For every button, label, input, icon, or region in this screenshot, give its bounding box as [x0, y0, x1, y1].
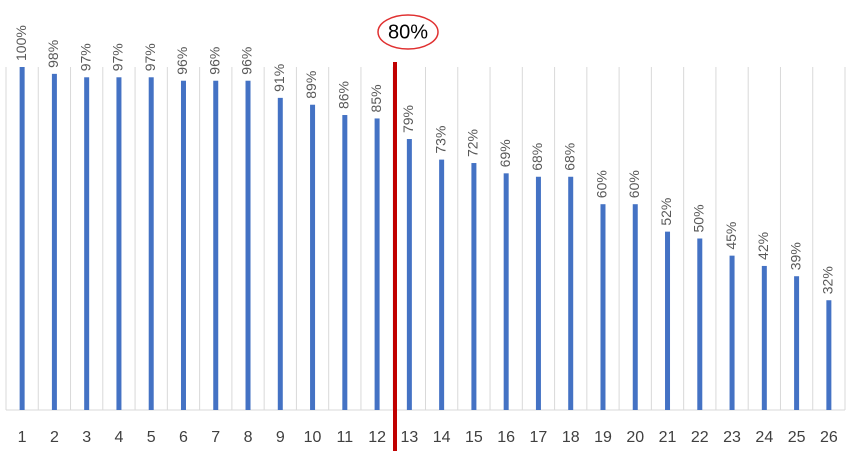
x-tick-label: 14 — [433, 429, 451, 446]
data-label: 96% — [239, 47, 255, 75]
x-tick-label: 6 — [179, 429, 188, 446]
data-label: 39% — [787, 242, 803, 270]
data-label: 50% — [690, 204, 706, 232]
x-tick-label: 7 — [211, 429, 220, 446]
x-tick-label: 16 — [497, 429, 515, 446]
x-tick-label: 19 — [594, 429, 612, 446]
x-tick-label: 15 — [465, 429, 483, 446]
bars: 1 100% 2 98% 3 97% 4 97% 5 97% 6 96% 7 96% 8 96% 9 91% 10 8… — [13, 25, 838, 446]
data-label: 73% — [432, 126, 448, 154]
bar — [84, 77, 90, 410]
x-tick-label: 4 — [114, 429, 123, 446]
bar — [600, 204, 606, 410]
data-label: 52% — [658, 198, 674, 226]
data-label: 100% — [13, 25, 29, 61]
data-label: 79% — [400, 105, 416, 133]
bar — [697, 238, 703, 410]
bar — [180, 80, 186, 410]
x-tick-label: 13 — [400, 429, 418, 446]
x-tick-label: 18 — [562, 429, 580, 446]
data-label: 97% — [110, 43, 126, 71]
bar — [148, 77, 154, 410]
data-label: 97% — [142, 43, 158, 71]
x-tick-label: 23 — [723, 429, 741, 446]
data-label: 32% — [820, 266, 836, 294]
grid — [5, 67, 846, 411]
x-tick-label: 20 — [626, 429, 644, 446]
bar — [729, 255, 735, 410]
bar — [794, 276, 800, 410]
bar — [213, 80, 219, 410]
data-label: 97% — [77, 43, 93, 71]
bar — [245, 80, 251, 410]
bar — [761, 265, 767, 410]
data-label: 89% — [303, 71, 319, 99]
x-tick-label: 2 — [50, 429, 59, 446]
data-label: 60% — [594, 170, 610, 198]
bar — [439, 159, 445, 410]
x-tick-label: 26 — [820, 429, 838, 446]
bar — [116, 77, 122, 410]
data-label: 42% — [755, 232, 771, 260]
bar — [310, 104, 316, 410]
x-tick-label: 17 — [530, 429, 548, 446]
x-tick-label: 11 — [337, 429, 354, 446]
annotation-circle — [377, 14, 439, 50]
x-tick-label: 9 — [276, 429, 285, 446]
bar — [665, 231, 671, 410]
data-label: 69% — [497, 139, 513, 167]
data-label: 60% — [626, 170, 642, 198]
bar — [277, 97, 283, 411]
x-tick-label: 1 — [18, 429, 27, 446]
annotation: 80% — [388, 21, 428, 43]
data-label: 72% — [465, 129, 481, 157]
x-tick-label: 22 — [691, 429, 709, 446]
data-label: 86% — [336, 81, 352, 109]
x-tick-label: 8 — [244, 429, 253, 446]
data-label: 91% — [271, 64, 287, 92]
x-tick-label: 5 — [147, 429, 156, 446]
bar — [471, 163, 477, 410]
bar — [568, 176, 574, 410]
bar — [632, 204, 638, 410]
bar — [503, 173, 509, 410]
bar — [826, 300, 832, 410]
data-label: 98% — [45, 40, 61, 68]
bar — [374, 118, 380, 410]
data-label: 68% — [529, 143, 545, 171]
x-tick-label: 25 — [788, 429, 806, 446]
data-label: 68% — [561, 143, 577, 171]
data-label: 85% — [368, 84, 384, 112]
bar — [51, 73, 57, 411]
x-tick-label: 24 — [755, 429, 773, 446]
bar — [342, 115, 348, 411]
x-tick-label: 3 — [82, 429, 91, 446]
bar — [406, 139, 412, 410]
data-label: 96% — [206, 47, 222, 75]
data-label: 96% — [174, 47, 190, 75]
bar — [535, 176, 541, 410]
bar — [19, 67, 25, 410]
x-tick-label: 10 — [304, 429, 322, 446]
data-label: 45% — [723, 222, 739, 250]
x-tick-label: 21 — [659, 429, 677, 446]
x-tick-label: 12 — [368, 429, 386, 446]
